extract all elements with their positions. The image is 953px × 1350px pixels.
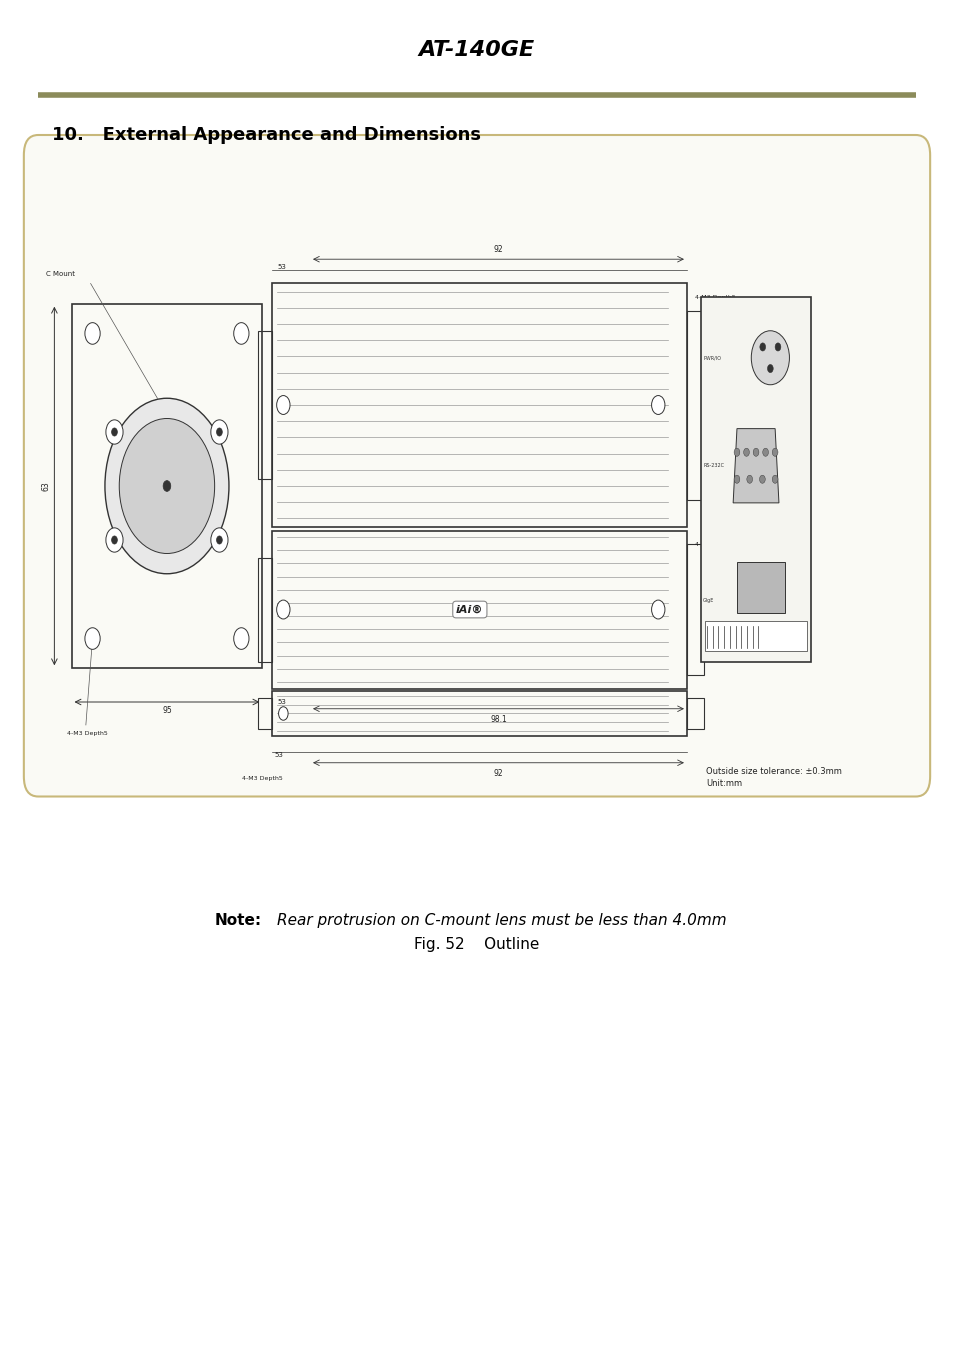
Bar (140, 459, 193, 513)
Text: 98.1: 98.1 (490, 716, 506, 725)
Circle shape (651, 396, 664, 414)
Bar (686, 698, 703, 729)
Text: iAi®: iAi® (456, 605, 483, 614)
Circle shape (752, 448, 758, 456)
Bar (257, 698, 272, 729)
Bar (700, 297, 810, 662)
Text: Rear protrusion on C-mount lens must be less than 4.0mm: Rear protrusion on C-mount lens must be … (276, 913, 725, 929)
Circle shape (233, 323, 249, 344)
Text: Outside size tolerance: ±0.3mm
Unit:mm: Outside size tolerance: ±0.3mm Unit:mm (705, 767, 841, 788)
Circle shape (746, 475, 752, 483)
Bar (686, 310, 703, 500)
Bar (272, 691, 686, 736)
Bar (257, 558, 272, 662)
Circle shape (216, 536, 222, 544)
Bar (71, 304, 262, 668)
Circle shape (750, 331, 789, 385)
Text: GigE: GigE (702, 598, 714, 603)
Circle shape (651, 599, 664, 618)
Circle shape (276, 599, 290, 618)
Circle shape (766, 364, 772, 373)
Text: RS-232C: RS-232C (702, 463, 723, 468)
Text: 92: 92 (493, 769, 503, 779)
Text: 4-M3 Depth5: 4-M3 Depth5 (694, 294, 735, 300)
FancyBboxPatch shape (24, 135, 929, 796)
Polygon shape (732, 429, 778, 502)
Circle shape (772, 475, 777, 483)
Text: 53: 53 (277, 699, 286, 705)
Circle shape (119, 418, 214, 554)
Bar (686, 544, 703, 675)
Circle shape (105, 398, 229, 574)
Circle shape (112, 536, 117, 544)
Circle shape (163, 481, 171, 491)
Circle shape (774, 343, 780, 351)
Text: PWR/IO: PWR/IO (702, 355, 720, 360)
Text: 4-M3 Depth5: 4-M3 Depth5 (67, 730, 108, 736)
Circle shape (85, 628, 100, 649)
Bar (272, 284, 686, 526)
Circle shape (106, 528, 123, 552)
Circle shape (211, 528, 228, 552)
Text: AT-140GE: AT-140GE (418, 40, 535, 59)
Circle shape (734, 448, 740, 456)
Circle shape (278, 707, 288, 721)
Circle shape (759, 475, 764, 483)
Text: Fig. 52    Outline: Fig. 52 Outline (414, 937, 539, 953)
Text: Note:: Note: (214, 913, 261, 929)
Circle shape (85, 323, 100, 344)
Text: C Mount: C Mount (46, 271, 74, 277)
Circle shape (759, 343, 764, 351)
Bar (257, 331, 272, 479)
Text: 92: 92 (493, 244, 503, 254)
Circle shape (762, 448, 767, 456)
Bar (272, 531, 686, 688)
Bar (736, 562, 783, 613)
Circle shape (106, 420, 123, 444)
Circle shape (734, 475, 740, 483)
Text: 95: 95 (162, 706, 172, 716)
Circle shape (772, 448, 777, 456)
Circle shape (112, 428, 117, 436)
Circle shape (211, 420, 228, 444)
Bar (704, 621, 806, 651)
Text: 10.   External Appearance and Dimensions: 10. External Appearance and Dimensions (52, 126, 481, 144)
Text: 53: 53 (277, 265, 286, 270)
Circle shape (743, 448, 748, 456)
Circle shape (216, 428, 222, 436)
Circle shape (233, 628, 249, 649)
Text: 4-M3 Depth5: 4-M3 Depth5 (242, 776, 282, 782)
Text: 53: 53 (274, 752, 283, 757)
Circle shape (276, 396, 290, 414)
Text: 63: 63 (42, 481, 51, 491)
Text: 4-M3 Depth5: 4-M3 Depth5 (694, 541, 735, 547)
